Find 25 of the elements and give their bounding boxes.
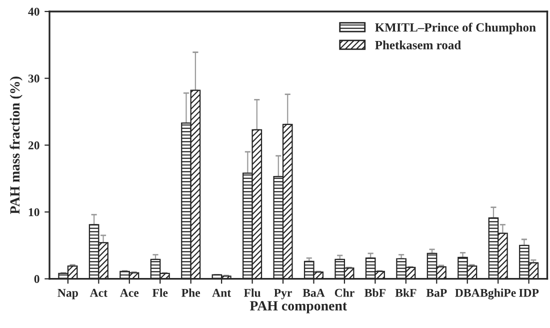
x-tick-label: BghiPe xyxy=(480,288,516,300)
x-tick-label: Pyr xyxy=(274,288,292,300)
x-tick-label: BkF xyxy=(395,288,416,297)
x-tick-label: Chr xyxy=(334,288,354,297)
x-tick-label: Nap xyxy=(58,288,78,300)
x-tick-label: BaP xyxy=(426,288,447,297)
x-tick-label: Ant xyxy=(212,288,232,297)
x-axis-title: PAH component xyxy=(250,301,347,314)
legend-label: Phetkasem road xyxy=(375,40,461,50)
x-tick-label: BbF xyxy=(364,288,386,297)
y-tick-label: 0 xyxy=(34,275,40,284)
y-tick-label: 30 xyxy=(28,74,40,83)
x-tick-label: Act xyxy=(90,288,108,297)
x-tick-label: BaA xyxy=(302,288,325,297)
y-tick-label: 10 xyxy=(28,208,40,216)
x-tick-label: Fle xyxy=(152,288,168,297)
x-tick-label: IDP xyxy=(519,288,539,297)
x-tick-label: DBA xyxy=(455,288,480,297)
y-tick-label: 20 xyxy=(28,141,40,150)
x-tick-label: Phe xyxy=(182,288,200,297)
x-tick-label: Ace xyxy=(120,288,139,297)
y-tick-label: 40 xyxy=(28,8,40,16)
legend-label: KMITL–Prince of Chumphon xyxy=(375,22,536,34)
y-axis-title: PAH mass fraction (%) xyxy=(10,76,22,214)
x-tick-label: Flu xyxy=(244,288,260,297)
